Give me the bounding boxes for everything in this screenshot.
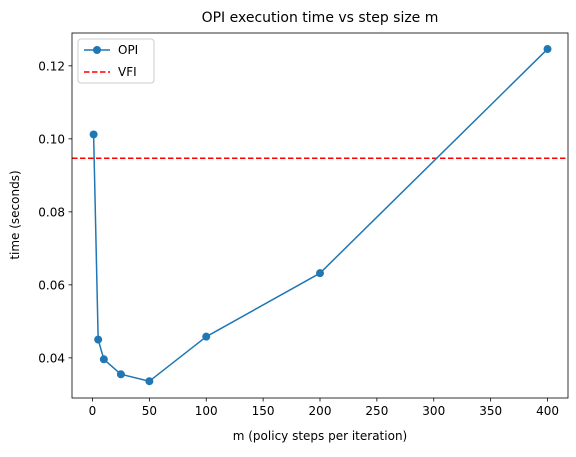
x-tick-label: 350 bbox=[479, 404, 502, 418]
opi-point bbox=[89, 130, 98, 139]
y-tick-label: 0.04 bbox=[38, 351, 65, 365]
x-tick-label: 400 bbox=[536, 404, 559, 418]
x-axis: 0 50 100 150 200 250 300 350 400 bbox=[89, 398, 559, 418]
legend-opi-label: OPI bbox=[118, 43, 138, 57]
plot-area bbox=[72, 45, 568, 386]
y-tick-label: 0.10 bbox=[38, 132, 65, 146]
opi-point bbox=[94, 335, 103, 344]
legend-opi-marker bbox=[93, 46, 101, 54]
opi-point bbox=[543, 45, 552, 54]
y-axis-label: time (seconds) bbox=[8, 170, 22, 259]
x-tick-label: 150 bbox=[252, 404, 275, 418]
y-tick-label: 0.06 bbox=[38, 278, 65, 292]
legend-box bbox=[77, 38, 155, 84]
legend-vfi-label: VFI bbox=[118, 65, 137, 79]
x-tick-label: 100 bbox=[195, 404, 218, 418]
x-tick-label: 300 bbox=[422, 404, 445, 418]
x-tick-label: 200 bbox=[309, 404, 332, 418]
legend: OPI VFI bbox=[77, 38, 155, 84]
opi-point bbox=[145, 377, 154, 386]
x-axis-label: m (policy steps per iteration) bbox=[233, 429, 407, 443]
opi-point bbox=[316, 269, 324, 278]
x-tick-label: 0 bbox=[89, 404, 97, 418]
x-tick-label: 50 bbox=[142, 404, 157, 418]
opi-point bbox=[202, 332, 211, 341]
y-axis: 0.04 0.06 0.08 0.10 0.12 bbox=[38, 59, 72, 365]
chart-title: OPI execution time vs step size m bbox=[202, 10, 439, 26]
x-tick-label: 250 bbox=[365, 404, 388, 418]
y-tick-label: 0.08 bbox=[38, 205, 65, 219]
y-tick-label: 0.12 bbox=[38, 59, 65, 73]
opi-point bbox=[99, 355, 108, 364]
opi-point bbox=[116, 370, 125, 379]
